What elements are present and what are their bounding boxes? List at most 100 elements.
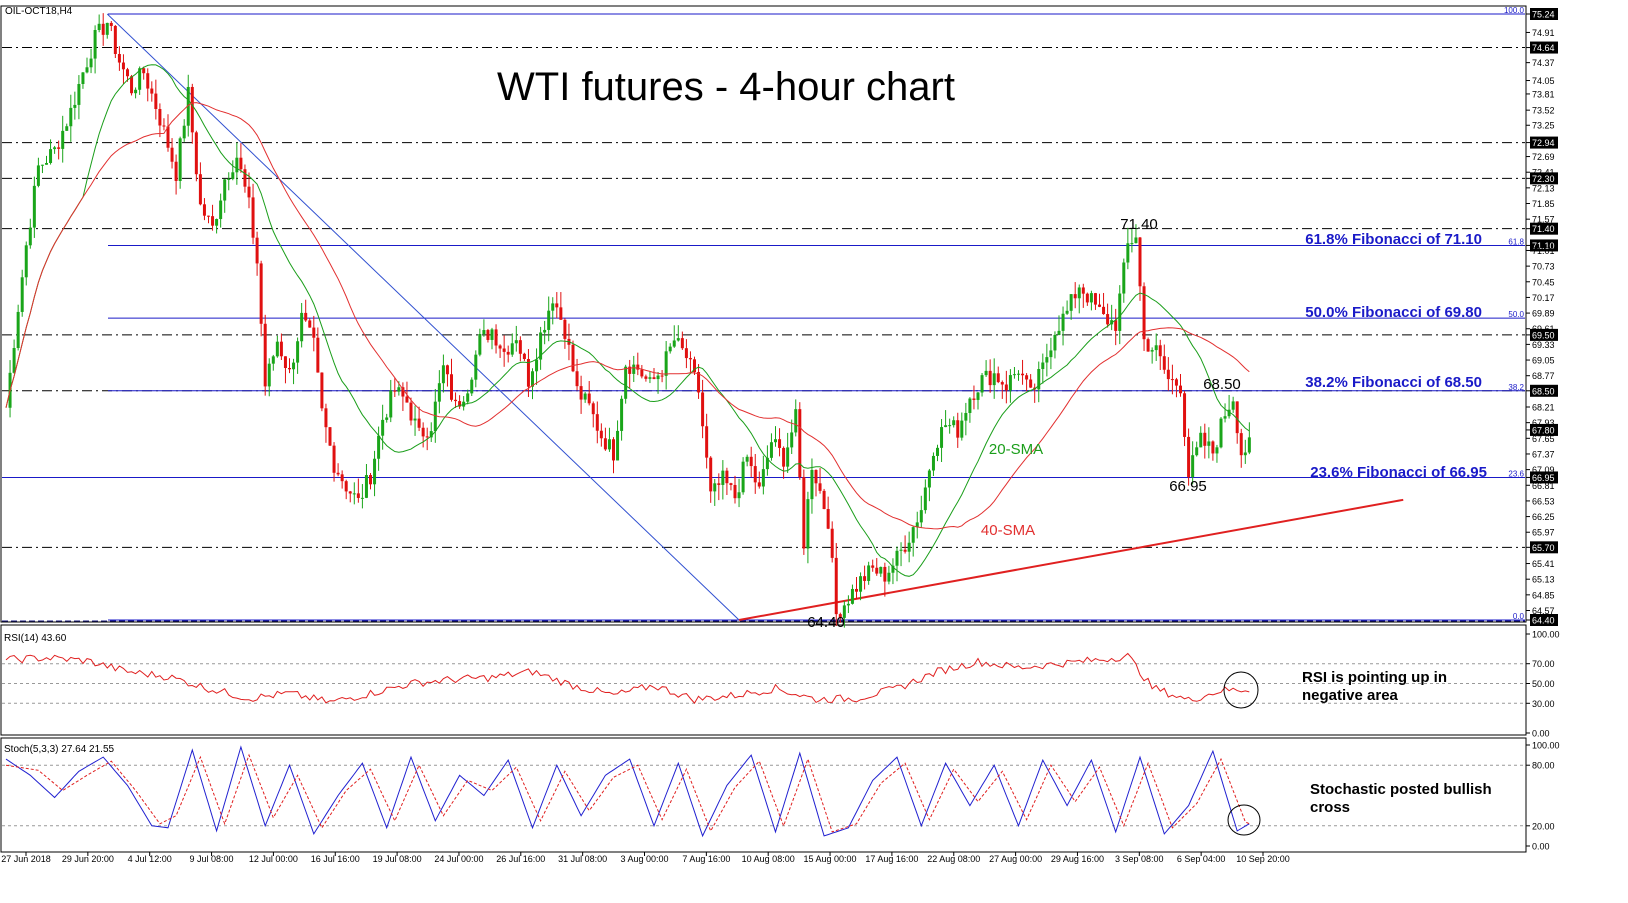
candle-body	[40, 164, 44, 166]
candle-body	[834, 557, 838, 615]
candle-body	[725, 470, 729, 484]
candle-body	[1069, 294, 1073, 311]
price-tick-label: 69.50	[1532, 330, 1555, 340]
candle-body	[450, 374, 453, 400]
candle-body	[324, 408, 328, 428]
candle-body	[1235, 401, 1239, 434]
candle-body	[1134, 237, 1138, 244]
candle-body	[737, 492, 741, 499]
candle-body	[288, 367, 291, 370]
candle-body	[778, 439, 782, 448]
candle-body	[296, 341, 300, 363]
candle-body	[231, 172, 235, 179]
candle-body	[575, 371, 579, 387]
candle-body	[1004, 384, 1008, 391]
candle-body	[514, 340, 518, 344]
fib-ratio-label: 61.8	[1508, 237, 1524, 246]
price-tick-label: 71.85	[1532, 199, 1555, 209]
price-tick-label: 73.25	[1532, 121, 1555, 131]
candle-body	[308, 320, 312, 328]
candle-body	[802, 477, 806, 549]
candle-body	[559, 307, 563, 320]
price-tick-label: 65.41	[1532, 559, 1555, 569]
candle-body	[745, 456, 749, 462]
candle-body	[57, 147, 61, 149]
price-tick-label: 69.33	[1532, 340, 1555, 350]
candle-body	[1227, 409, 1231, 417]
candle-body	[215, 219, 219, 226]
candle-body	[709, 457, 713, 492]
time-tick-label: 3 Sep 08:00	[1115, 854, 1164, 864]
sma20-label: 20-SMA	[989, 441, 1043, 458]
candle-body	[405, 396, 409, 403]
candle-body	[684, 348, 688, 359]
candle-body	[526, 359, 530, 387]
candle-body	[413, 418, 417, 421]
candle-body	[721, 470, 725, 485]
candle-body	[806, 499, 810, 549]
candle-body	[1211, 441, 1215, 454]
candle-body	[960, 420, 964, 438]
candle-body	[433, 401, 437, 432]
candle-body	[1077, 287, 1081, 299]
sma-20-line	[5, 64, 1250, 577]
price-level-box	[1530, 614, 1558, 626]
candle-body	[389, 390, 393, 418]
candle-body	[863, 576, 867, 581]
candle-body	[1106, 314, 1110, 325]
candle-body	[202, 204, 206, 216]
price-level-box	[1530, 239, 1558, 252]
candle-body	[583, 393, 587, 400]
candle-body	[466, 393, 470, 402]
candle-body	[211, 216, 215, 226]
candle-body	[1037, 369, 1041, 390]
price-tick-label: 68.50	[1532, 386, 1555, 396]
candle-body	[822, 490, 826, 510]
candle-body	[612, 439, 615, 461]
candle-body	[219, 200, 223, 220]
time-tick-label: 17 Aug 16:00	[865, 854, 918, 864]
stoch-d-line	[5, 753, 1250, 833]
candle-body	[543, 329, 547, 333]
candle-body	[53, 147, 57, 150]
candle-body	[478, 334, 482, 355]
candle-body	[948, 425, 952, 427]
annotation-low: 64.40	[807, 614, 845, 631]
price-tick-label: 74.37	[1532, 58, 1555, 68]
candle-body	[134, 89, 138, 94]
time-tick-label: 26 Jul 16:00	[496, 854, 545, 864]
candle-body	[1130, 243, 1134, 245]
candle-body	[624, 366, 628, 399]
price-level-box	[1530, 172, 1558, 185]
candle-body	[871, 565, 875, 568]
candle-body	[563, 319, 567, 339]
candle-body	[73, 104, 77, 108]
candle-body	[105, 22, 109, 35]
fib-label-618: 61.8% Fibonacci of 71.10	[1305, 231, 1482, 248]
price-tick-label: 66.81	[1532, 481, 1555, 491]
rsi-tick-label: 0.00	[1532, 729, 1550, 739]
candle-body	[1025, 375, 1029, 380]
time-tick-label: 27 Jun 2018	[1, 854, 51, 864]
candle-body	[1012, 374, 1016, 376]
symbol-label: OIL-OCT18,H4	[5, 6, 73, 17]
candle-body	[1231, 401, 1235, 410]
candle-body	[656, 375, 660, 380]
candle-body	[879, 566, 883, 574]
candle-body	[830, 528, 834, 558]
price-level-box	[1530, 222, 1558, 235]
candle-body	[838, 614, 842, 618]
candle-body	[364, 475, 368, 498]
candle-body	[535, 359, 539, 372]
candle-body	[126, 69, 129, 77]
candle-body	[101, 23, 105, 35]
candle-body	[539, 332, 543, 360]
price-tick-label: 67.80	[1532, 425, 1555, 435]
candle-body	[369, 475, 372, 485]
time-tick-label: 4 Jul 12:00	[128, 854, 172, 864]
candle-body	[769, 442, 773, 458]
price-tick-label: 72.94	[1532, 138, 1555, 148]
candle-body	[733, 484, 737, 499]
candle-body	[279, 341, 283, 357]
candle-body	[401, 387, 405, 397]
